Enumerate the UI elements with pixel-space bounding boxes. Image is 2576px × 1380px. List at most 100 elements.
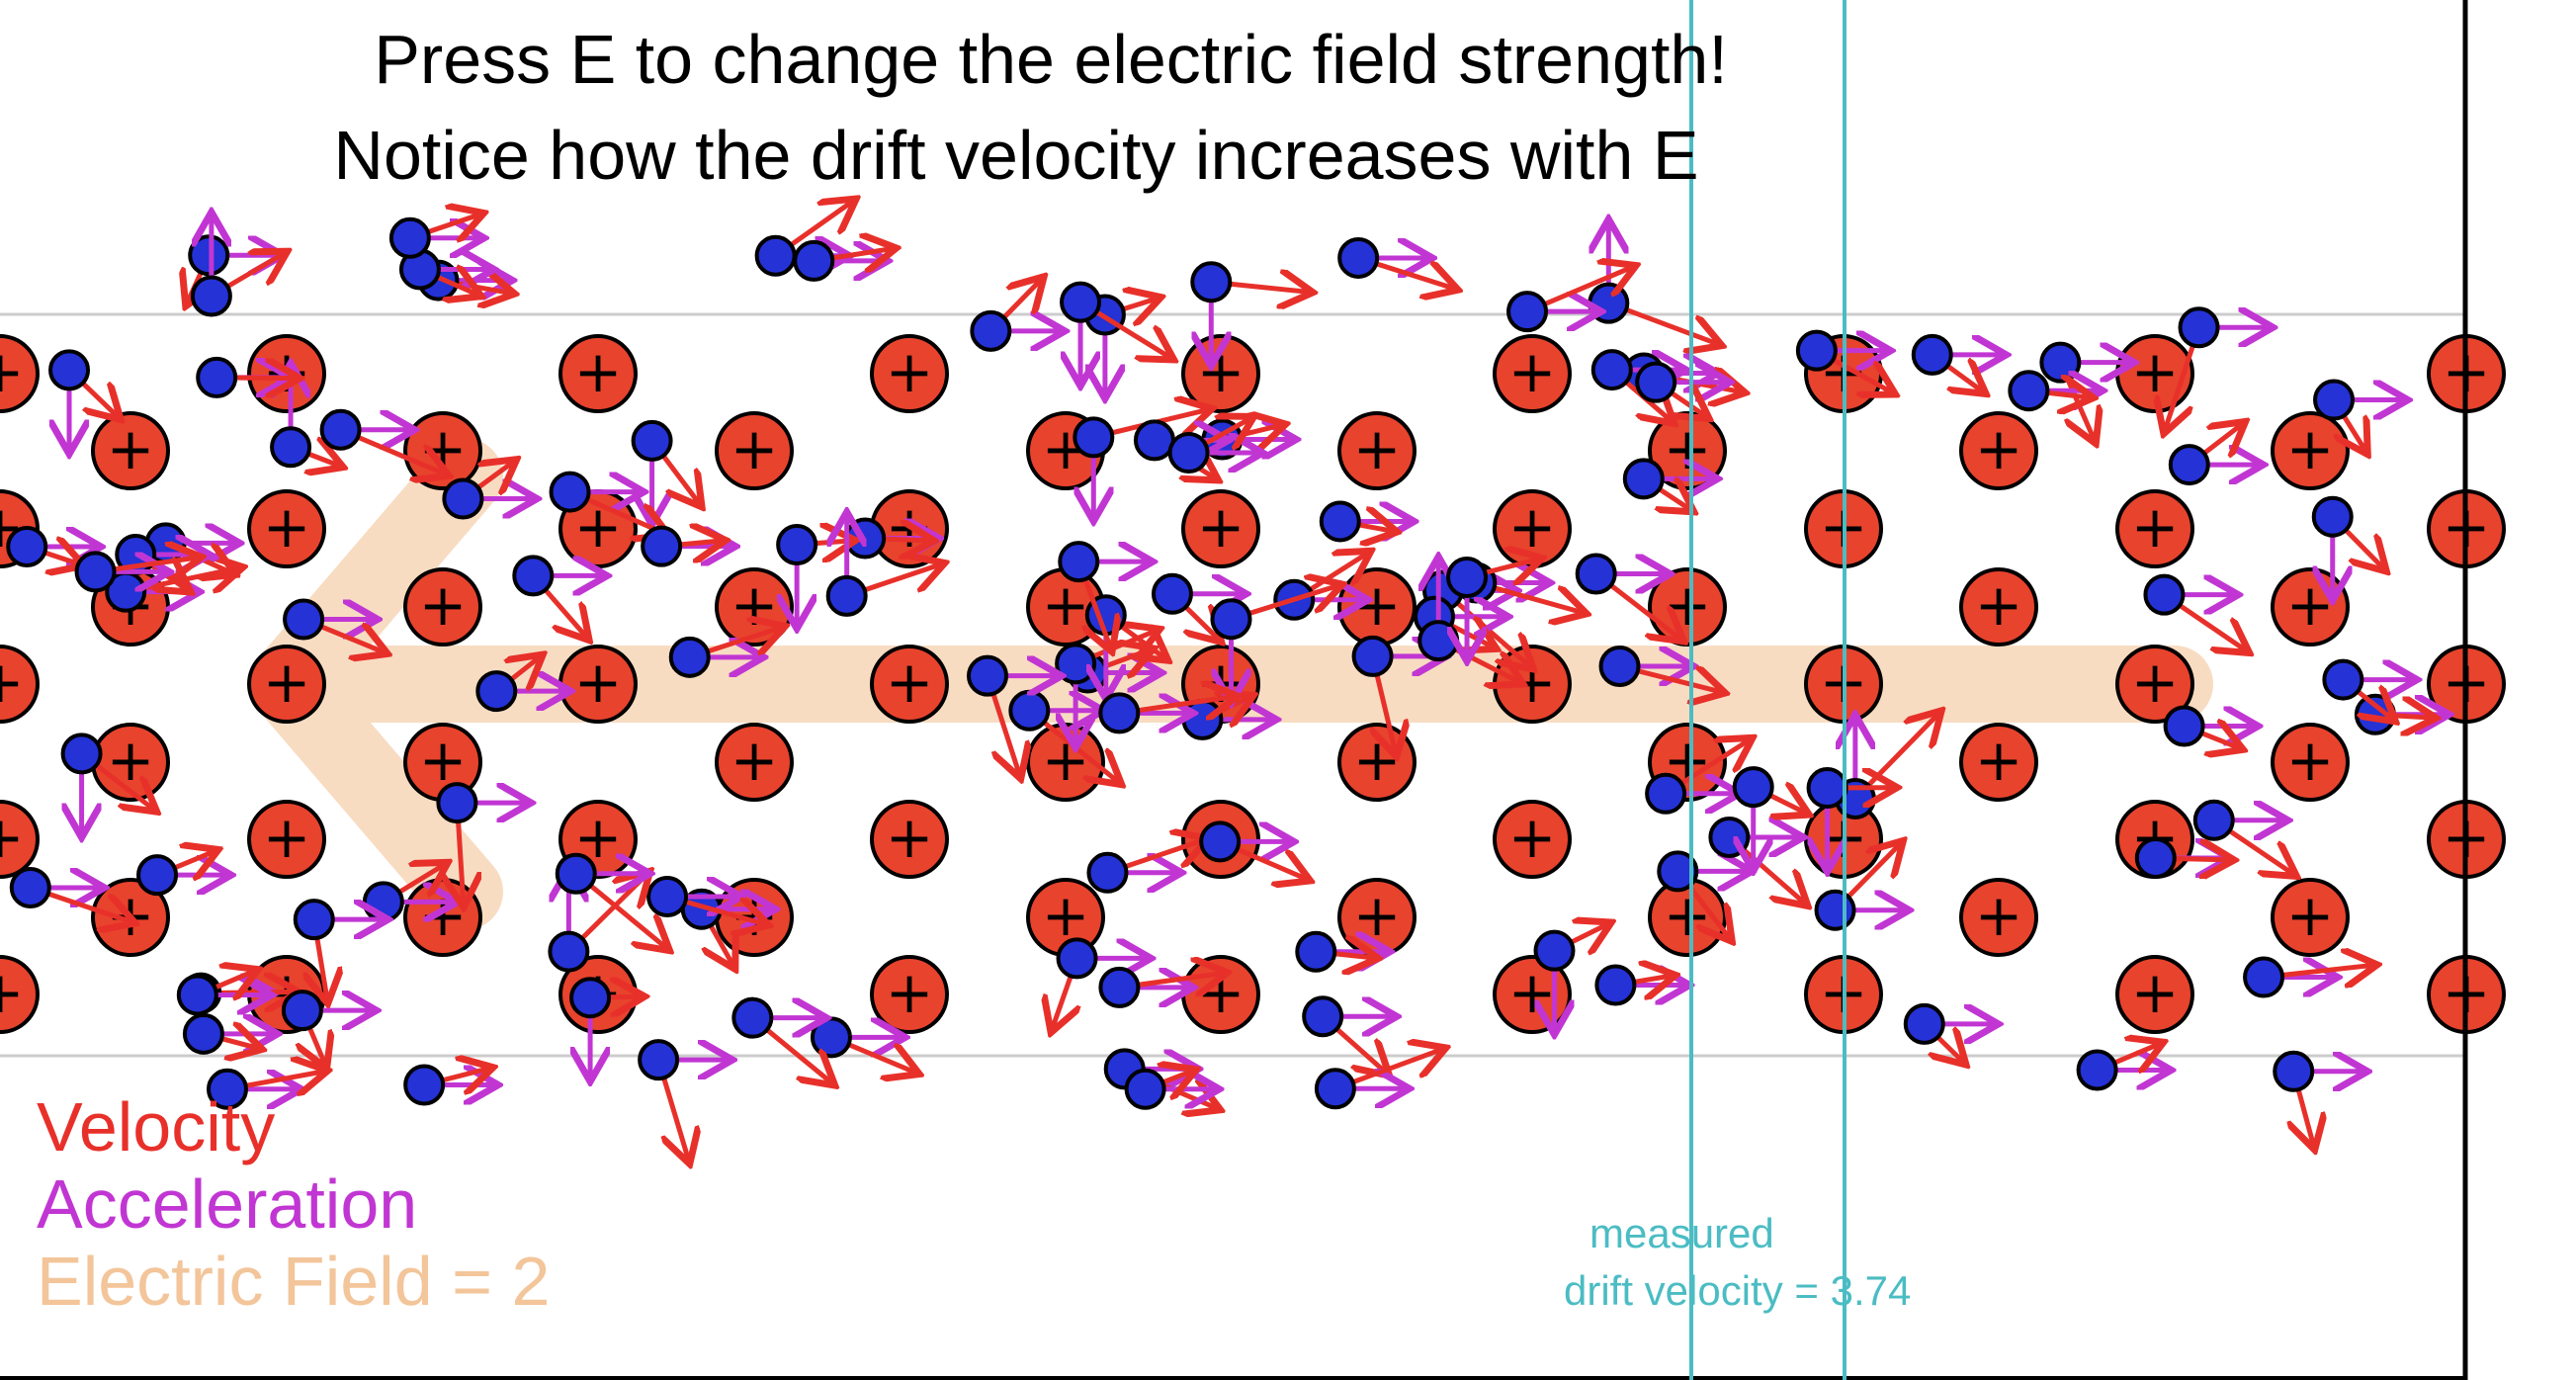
svg-text:+: +	[107, 727, 155, 794]
electron	[319, 408, 445, 474]
electron	[512, 555, 602, 636]
electron	[1295, 930, 1385, 971]
ion: +	[870, 334, 949, 413]
ion: +	[0, 334, 40, 413]
svg-text:+: +	[263, 338, 311, 405]
electron	[1124, 1071, 1215, 1110]
electron	[825, 517, 940, 617]
ion: +	[403, 567, 482, 647]
electron	[1086, 840, 1203, 894]
electron	[549, 471, 664, 534]
legend-velocity: Velocity	[37, 1088, 276, 1165]
electron	[1903, 1002, 1994, 1062]
electron	[270, 368, 339, 466]
electron	[668, 628, 781, 678]
ion: +	[2115, 955, 2194, 1034]
electron	[1008, 689, 1117, 782]
electron	[293, 899, 384, 998]
electron	[1199, 820, 1306, 879]
electron	[1314, 1050, 1441, 1110]
ion: +	[1026, 878, 1105, 957]
electron	[1446, 559, 1538, 656]
electron	[2165, 306, 2268, 429]
svg-text:+: +	[263, 804, 311, 871]
field-value: 2	[511, 1243, 551, 1320]
electron	[436, 782, 526, 903]
electron	[1911, 333, 2002, 391]
svg-text:+: +	[419, 571, 468, 639]
ion: +	[2271, 567, 2350, 647]
ion: +	[1493, 489, 1572, 568]
electron	[176, 972, 267, 1016]
electron	[144, 522, 235, 572]
instruction-line-1: Press E to change the electric field str…	[374, 21, 1728, 98]
svg-text:+: +	[2131, 648, 2180, 716]
ion: +	[1337, 411, 1417, 490]
ion: +	[1959, 567, 2038, 647]
ion: +	[403, 878, 482, 957]
svg-text:+: +	[574, 338, 623, 405]
ion: +	[247, 645, 326, 724]
ion: +	[1959, 878, 2038, 957]
svg-text:+: +	[2286, 727, 2335, 794]
ion: +	[1337, 567, 1417, 647]
electron	[1588, 224, 1717, 344]
svg-text:+: +	[1197, 493, 1245, 561]
ion: +	[1493, 800, 1572, 879]
electron	[2243, 959, 2372, 998]
ion: +	[1648, 567, 1727, 647]
electron	[398, 248, 489, 295]
electron	[2313, 379, 2403, 451]
electron	[793, 242, 892, 282]
svg-text:+: +	[1508, 338, 1557, 405]
electron	[1594, 967, 1684, 1006]
ion: +	[1959, 723, 2038, 802]
electron	[182, 1012, 273, 1053]
ion: +	[1337, 723, 1417, 802]
svg-text:+: +	[1508, 804, 1557, 871]
electron	[442, 463, 532, 520]
svg-text:+: +	[1042, 882, 1090, 949]
ion: +	[1181, 334, 1260, 413]
electron	[1151, 572, 1242, 639]
electron	[1167, 419, 1258, 474]
svg-text:+: +	[730, 415, 779, 482]
electron	[631, 419, 699, 520]
ion: +	[715, 567, 794, 647]
svg-text:+: +	[730, 727, 779, 794]
ion: +	[247, 334, 326, 413]
svg-text:+: +	[2131, 959, 2180, 1026]
electron	[1060, 281, 1169, 382]
electron	[2008, 370, 2098, 409]
electron	[190, 216, 284, 317]
svg-text:+: +	[886, 648, 934, 716]
svg-text:+: +	[886, 338, 934, 405]
electron	[569, 979, 640, 1077]
electron	[1645, 740, 1749, 815]
electron	[2076, 1044, 2167, 1091]
svg-text:+: +	[1353, 571, 1402, 639]
electron	[283, 598, 383, 651]
electron	[2192, 799, 2293, 874]
electron	[1575, 553, 1680, 639]
svg-text:+: +	[2286, 571, 2335, 639]
electron	[2134, 837, 2230, 877]
electron	[2143, 573, 2245, 650]
ion: +	[1493, 645, 1572, 724]
electron	[2322, 658, 2412, 719]
electron-cloud	[6, 202, 2445, 1160]
electron	[1622, 458, 1713, 509]
electron	[646, 875, 764, 924]
ion: +	[0, 800, 40, 879]
ion: +	[715, 878, 794, 957]
svg-text:+: +	[1975, 882, 2023, 949]
electron	[388, 215, 479, 259]
electron	[1098, 694, 1233, 734]
drift-value: 3.74	[1830, 1267, 1912, 1314]
electron	[2168, 424, 2259, 486]
electron	[1834, 715, 1938, 819]
electron	[1190, 261, 1308, 361]
svg-text:+: +	[0, 338, 24, 405]
electron	[1098, 969, 1222, 1008]
electron	[638, 1039, 728, 1160]
